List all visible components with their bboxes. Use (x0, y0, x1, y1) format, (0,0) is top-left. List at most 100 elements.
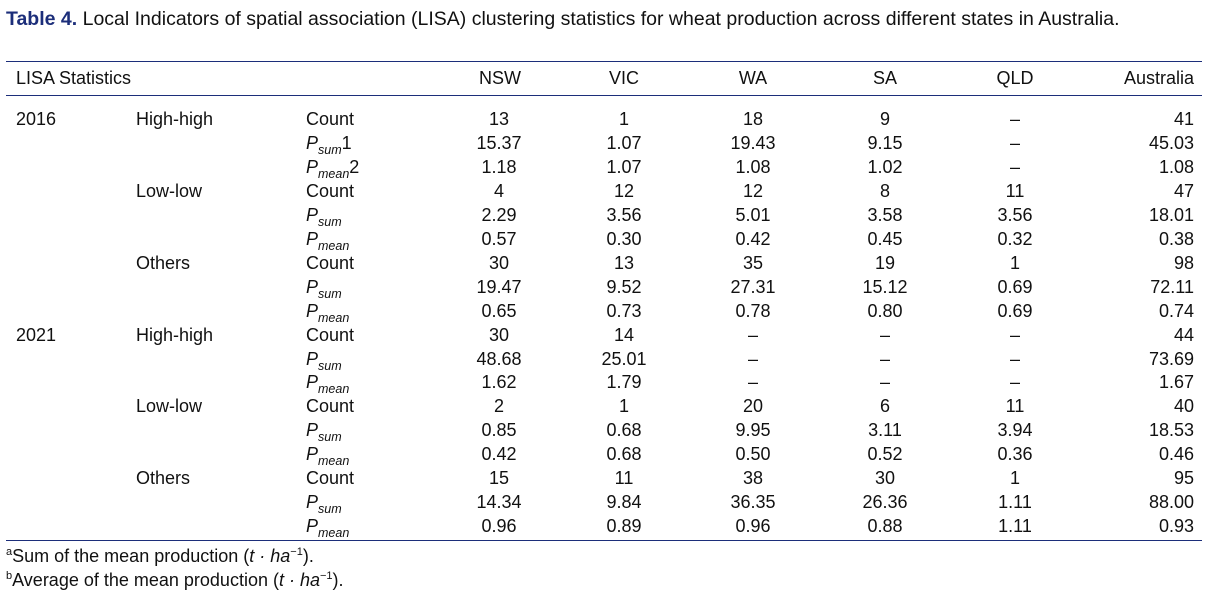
footnote-a: aSum of the mean production (t · ha−1). (6, 544, 344, 568)
value-cell-vic: 0.30 (606, 228, 642, 249)
value-cell-australia: 0.93 (1158, 516, 1194, 537)
value-cell-wa: 27.31 (730, 276, 776, 297)
value-cell-sa: 26.36 (862, 492, 908, 513)
value-cell-sa: 3.11 (868, 420, 902, 441)
statistic-cell: Count (306, 324, 355, 345)
value-cell-qld: 3.94 (997, 420, 1033, 441)
value-cell-qld: 0.69 (997, 276, 1033, 297)
table-row: 2021 High-high Count 30 14 – – – 44 (6, 324, 1202, 348)
footnote-ref: 1 (341, 132, 352, 153)
value-cell-sa: 6 (879, 396, 890, 417)
header-col-nsw: NSW (479, 68, 521, 88)
value-cell-sa: 30 (874, 468, 896, 489)
value-cell-qld: – (1009, 109, 1020, 129)
table-row: Pmean 0.96 0.89 0.96 0.88 1.11 0.93 (6, 515, 1202, 539)
p-symbol: P (306, 516, 319, 537)
value-cell-sa: 0.45 (867, 228, 903, 249)
value-cell-vic: 1 (618, 109, 629, 129)
statistic-cell: Psum (306, 276, 436, 300)
p-symbol: P (306, 420, 319, 441)
p-subscript: mean (318, 310, 350, 325)
p-symbol: P (306, 156, 319, 177)
year-cell: 2016 (16, 109, 57, 129)
table-row: Psum 48.68 25.01 – – – 73.69 (6, 348, 1202, 372)
value-cell-qld: – (1009, 324, 1020, 345)
statistic-cell: Pmean (306, 443, 436, 467)
value-cell-wa: 9.95 (735, 420, 771, 441)
value-cell-sa: 9 (879, 109, 890, 129)
top-rule (6, 61, 1202, 62)
footnote-mark: a (6, 546, 13, 558)
p-subscript: mean (318, 382, 350, 397)
value-cell-nsw: 0.42 (481, 444, 517, 465)
value-cell-qld: 1 (1009, 468, 1020, 489)
value-cell-australia: 18.53 (1148, 420, 1194, 441)
value-cell-wa: 0.42 (735, 228, 771, 249)
cluster-class-cell (136, 348, 306, 372)
value-cell-vic: 0.89 (606, 516, 642, 537)
value-cell-qld: 11 (1005, 396, 1025, 417)
lisa-table: 2016 High-high Count 13 1 18 9–41 Psum1 15.37 1.0… (6, 108, 1202, 539)
statistic-cell: Pmean (306, 515, 436, 539)
p-symbol: P (306, 492, 319, 513)
value-cell-nsw: 2 (493, 396, 504, 417)
value-cell-wa: 20 (742, 396, 764, 417)
value-cell-australia: 1.08 (1158, 156, 1194, 177)
year-cell (6, 491, 136, 515)
value-cell-qld: 1 (1009, 252, 1020, 273)
value-cell-vic: 3.56 (606, 204, 642, 225)
value-cell-vic: 0.68 (606, 444, 642, 465)
value-cell-wa: 38 (742, 468, 764, 489)
footnote-mark: b (6, 570, 13, 582)
cluster-class-cell: Low-low (136, 396, 203, 417)
cluster-class-cell (136, 204, 306, 228)
footnote-exponent: −1 (320, 570, 333, 582)
p-symbol: P (306, 372, 319, 393)
value-cell-vic: 13 (613, 252, 635, 273)
statistic-cell: Pmean (306, 300, 436, 324)
statistic-cell: Psum (306, 419, 436, 443)
statistic-cell: Psum (306, 491, 436, 515)
table-row: Psum 2.29 3.56 5.01 3.58 3.56 18.01 (6, 204, 1202, 228)
p-subscript: mean (318, 238, 350, 253)
year-cell (6, 395, 136, 419)
statistic-cell: Psum (306, 348, 436, 372)
table-header: LISA Statistics NSW VIC WA SA QLD Austra… (6, 66, 1202, 94)
table-row: Low-low Count 4 12 12 8 11 47 (6, 180, 1202, 204)
year-cell (6, 515, 136, 539)
value-cell-wa: 0.78 (735, 300, 771, 321)
value-cell-australia: 47 (1173, 180, 1194, 201)
value-cell-qld: 0.32 (997, 228, 1033, 249)
value-cell-vic: 25.01 (601, 348, 647, 369)
value-cell-australia: 95 (1173, 468, 1194, 489)
value-cell-wa: 36.35 (730, 492, 776, 513)
value-cell-sa: 9.15 (867, 132, 903, 153)
year-cell (6, 228, 136, 252)
value-cell-australia: 0.74 (1158, 300, 1194, 321)
value-cell-australia: 98 (1173, 252, 1194, 273)
year-cell (6, 300, 136, 324)
table-row: Low-low Count 2 1 20 6 11 40 (6, 395, 1202, 419)
value-cell-sa: – (879, 348, 890, 369)
value-cell-australia: 18.01 (1148, 204, 1194, 225)
value-cell-vic: 0.73 (606, 300, 642, 321)
value-cell-australia: 44 (1173, 324, 1194, 345)
statistic-cell: Count (306, 468, 355, 489)
value-cell-australia: 72.11 (1150, 276, 1194, 297)
table-row: Psum 19.47 9.52 27.31 15.12 0.69 72.11 (6, 276, 1202, 300)
year-cell (6, 132, 136, 156)
cluster-class-cell: Others (136, 468, 191, 489)
value-cell-vic: 0.68 (606, 420, 642, 441)
cluster-class-cell: Others (136, 252, 191, 273)
value-cell-wa: – (747, 372, 758, 393)
year-cell (6, 252, 136, 276)
header-rule (6, 95, 1202, 96)
value-cell-wa: 18 (742, 109, 764, 129)
header-col-australia: Australia (1123, 68, 1194, 88)
statistic-cell: Count (306, 109, 355, 129)
table-row: Psum1 15.37 1.07 19.43 9.15 – 45.03 (6, 132, 1202, 156)
value-cell-nsw: 48.68 (476, 348, 522, 369)
p-subscript: mean (318, 454, 350, 469)
value-cell-qld: – (1009, 348, 1020, 369)
value-cell-australia: 73.69 (1148, 348, 1194, 369)
